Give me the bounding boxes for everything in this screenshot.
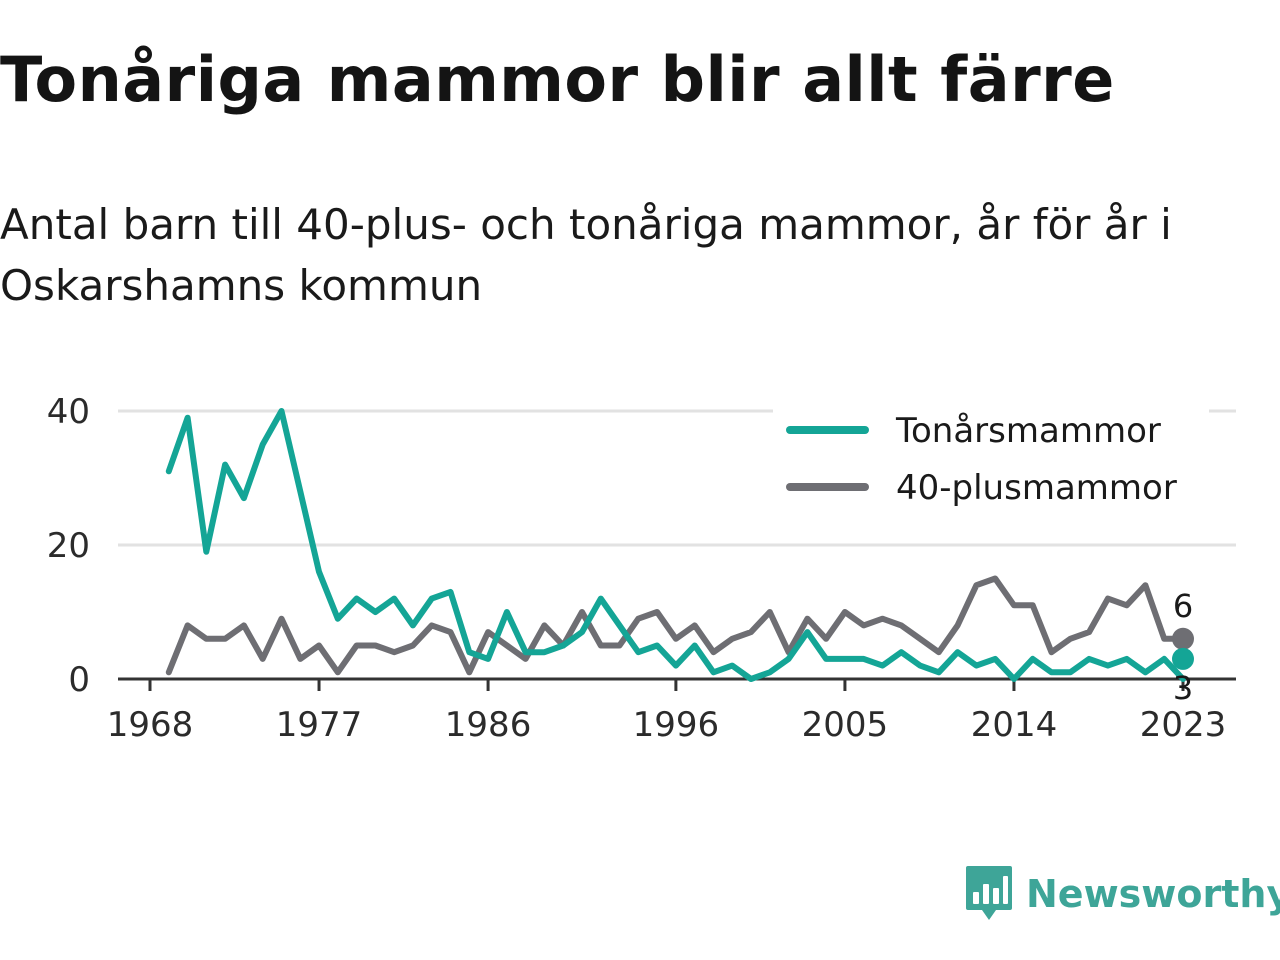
x-tick-label: 1996	[633, 705, 720, 745]
series-lines	[165, 408, 1194, 682]
series-line	[165, 408, 1186, 682]
y-tick-label: 0	[68, 660, 90, 700]
legend: Tonårsmammor 40-plusmammor	[773, 408, 1209, 516]
tick-labels: 0 20 40 1968 1977 1986 1996 2005 2014 2023 6 3	[47, 392, 1227, 745]
series-end-point	[1172, 647, 1194, 670]
series-line	[165, 575, 1186, 676]
legend-label: Tonårsmammor	[895, 411, 1161, 451]
x-tick-label: 2014	[971, 705, 1058, 745]
x-tick-label: 2023	[1140, 705, 1227, 745]
y-tick-label: 40	[47, 392, 90, 432]
bar-chart-speech-bubble-icon	[966, 866, 1012, 920]
brand-name: Newsworthy	[1026, 872, 1280, 916]
end-value-label: 6	[1173, 587, 1193, 625]
x-tick-label: 1977	[276, 705, 363, 745]
x-tick-label: 1986	[445, 705, 532, 745]
x-tick-label: 2005	[802, 705, 889, 745]
chart-title: Tonåriga mammor blir allt färre	[0, 43, 1115, 116]
y-tick-label: 20	[47, 526, 90, 566]
series-end-point	[1172, 627, 1194, 650]
newsworthy-logo: Newsworthy	[964, 864, 1280, 924]
x-axis	[118, 677, 1236, 691]
chart-subtitle: Antal barn till 40-plus- och tonåriga ma…	[0, 200, 1172, 310]
end-value-label: 3	[1173, 669, 1193, 707]
x-tick-label: 1968	[107, 705, 194, 745]
legend-label: 40-plusmammor	[896, 468, 1177, 508]
